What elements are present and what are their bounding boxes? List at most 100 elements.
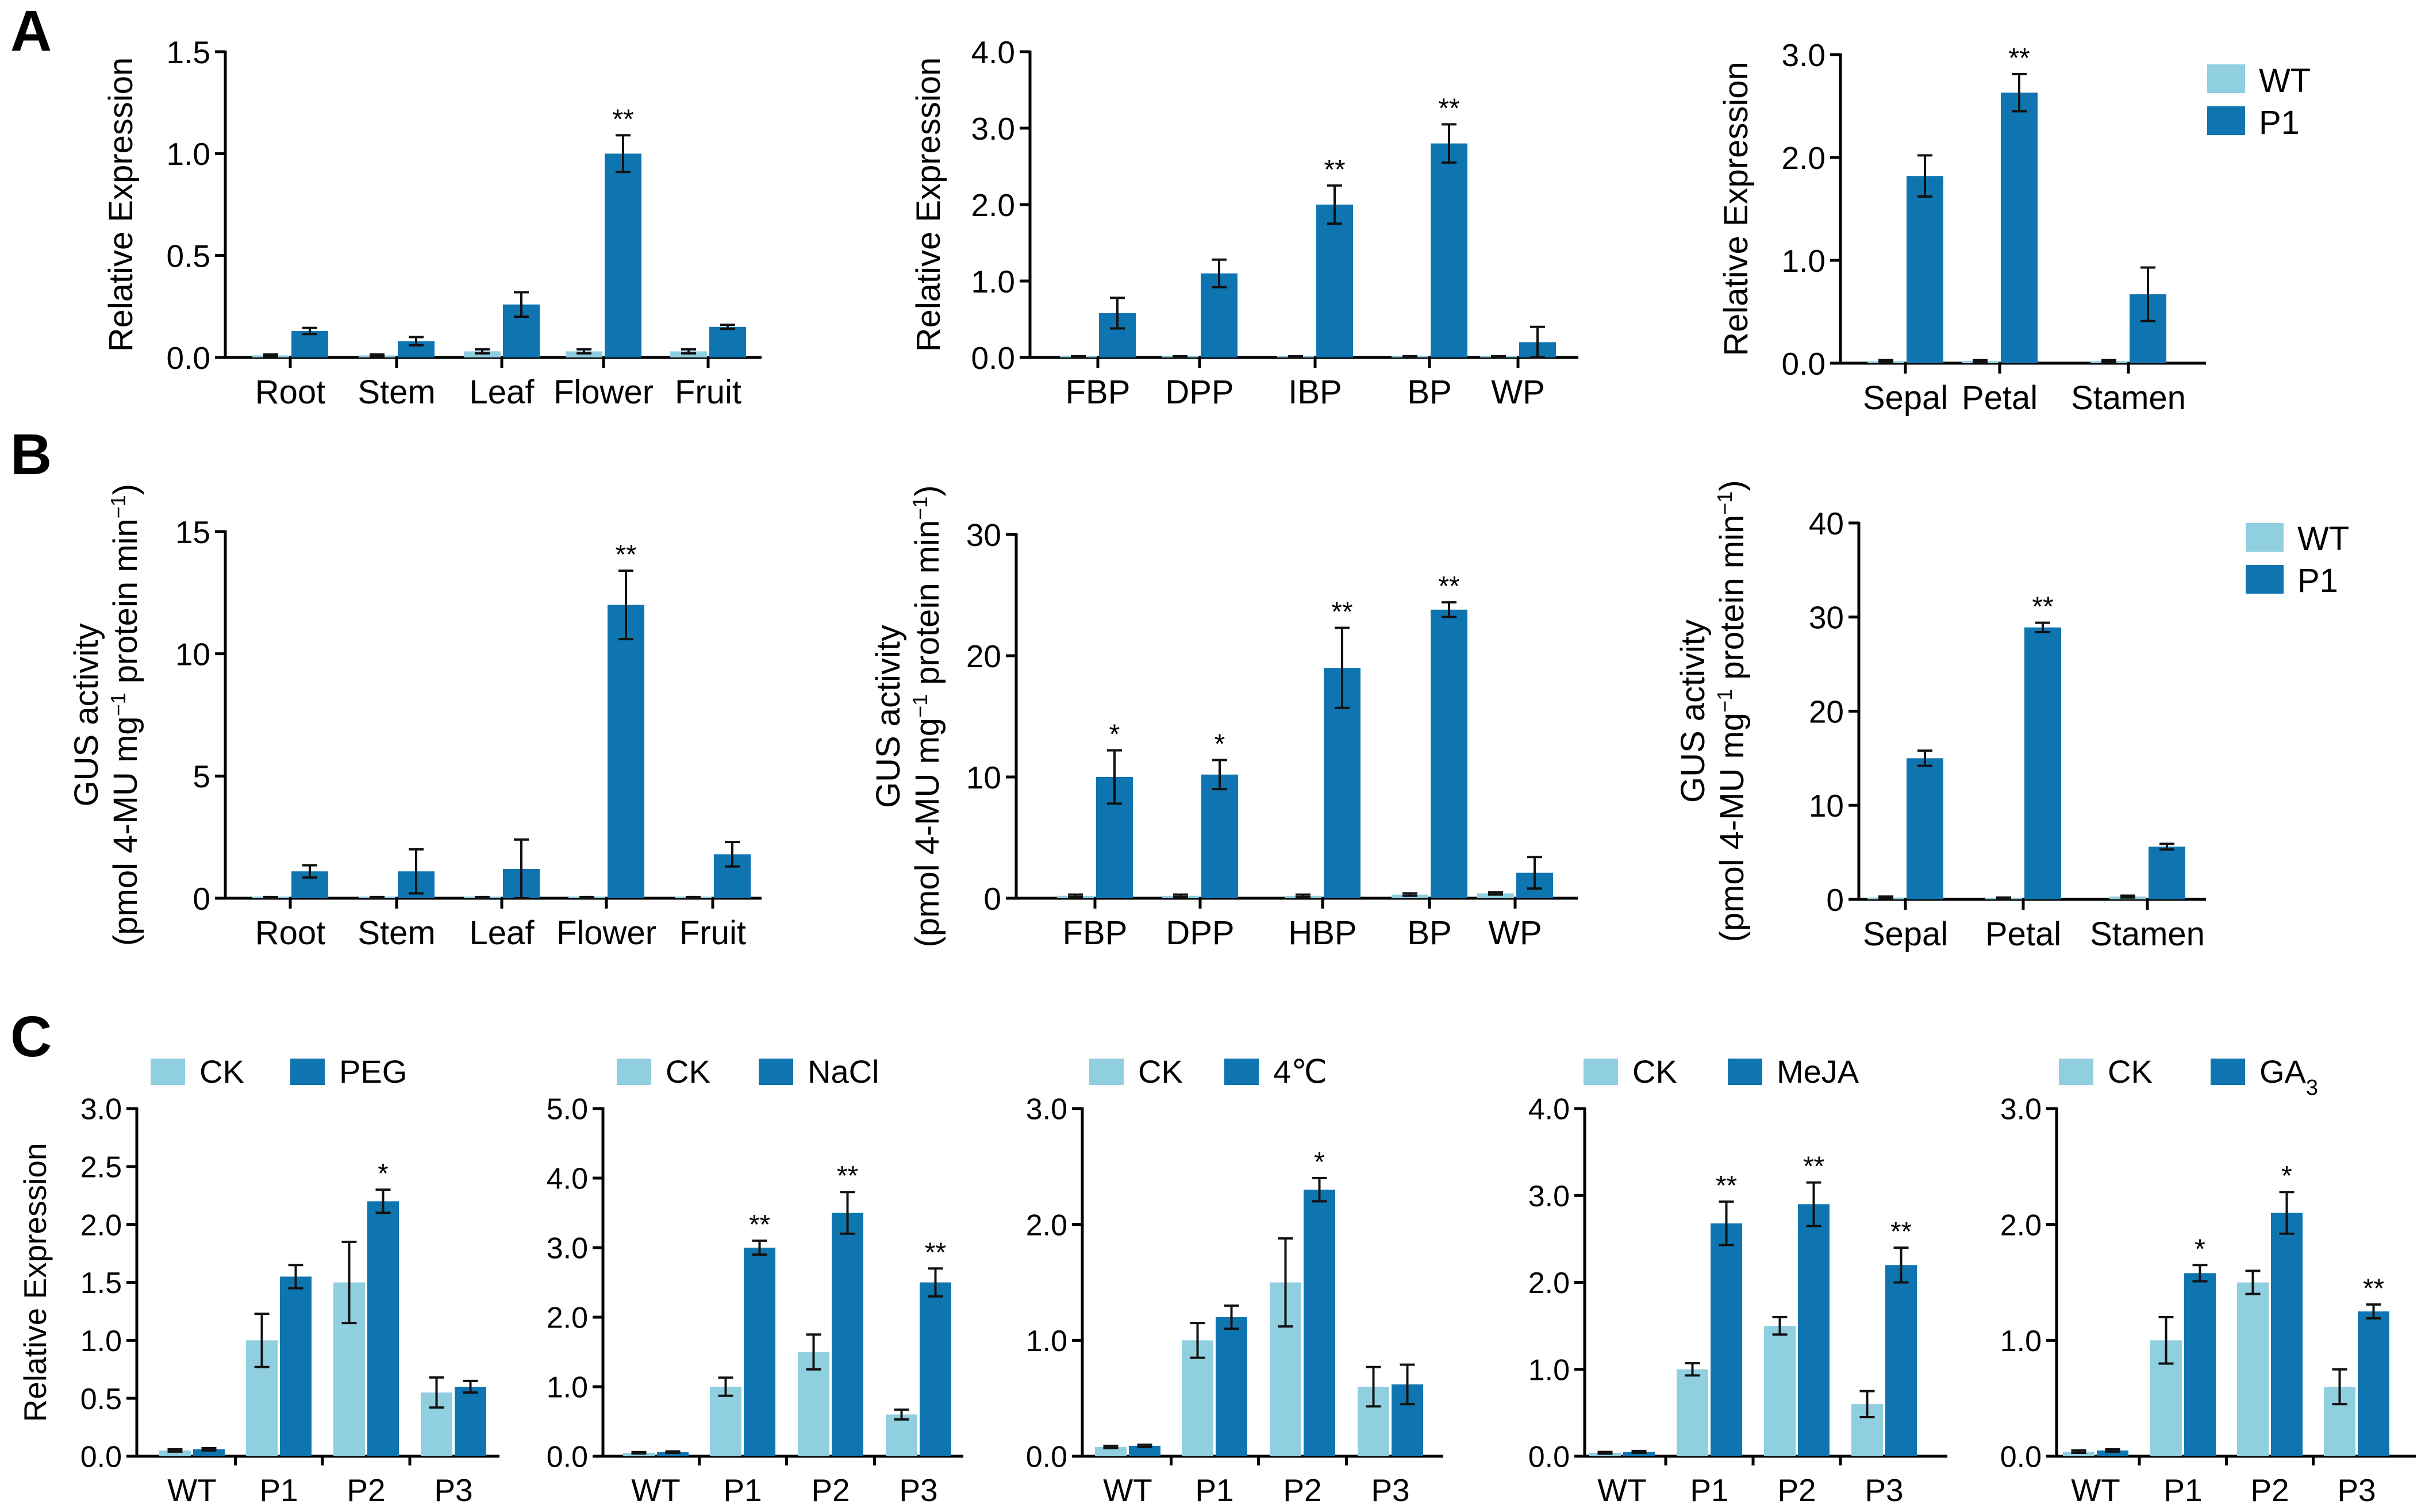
bar-ga3 <box>2184 1273 2216 1456</box>
y-tick-label: 0.0 <box>2000 1441 2042 1474</box>
bar-wt <box>1477 893 1514 898</box>
bar-ck <box>159 1450 191 1456</box>
y-axis-label-part: protein min <box>1713 515 1751 689</box>
bar-p1 <box>2149 847 2185 899</box>
legend-treatment-swatch <box>759 1059 793 1085</box>
significance-mark: ** <box>612 104 633 134</box>
bar-ck <box>886 1414 917 1456</box>
y-tick-label: 2.0 <box>1782 140 1826 176</box>
y-axis-label-part: −1 <box>908 694 932 718</box>
y-tick-label: 4.0 <box>971 34 1015 70</box>
x-tick-label: Sepal <box>1863 379 1948 417</box>
y-axis-label-part: protein min <box>909 520 946 694</box>
significance-mark: ** <box>1438 571 1459 602</box>
bar-ck <box>1095 1446 1127 1456</box>
chart-b3: 0 10 20 30 40 Sepal Petal Stamen ** GUS activity(… <box>1674 480 2206 953</box>
bar-p1 <box>1907 176 1943 363</box>
bar-ga3 <box>2358 1311 2389 1456</box>
y-axis-label-part: (pmol 4-MU mg <box>107 716 144 946</box>
y-axis-label-units: (pmol 4-MU mg−1 protein min−1) <box>908 485 947 947</box>
legend-b-wt-swatch <box>2246 523 2284 552</box>
y-tick-label: 1.0 <box>1026 1325 1067 1358</box>
chart-c3: 0.0 1.0 2.0 3.0 WT P1 P2 P3 * CK 4℃ <box>1026 1053 1443 1508</box>
y-tick-label: 30 <box>966 517 1001 553</box>
bar-ga3 <box>2097 1450 2128 1456</box>
x-tick-label: IBP <box>1288 374 1342 411</box>
legend-treatment-swatch <box>290 1059 325 1085</box>
legend-ck-swatch <box>617 1059 651 1085</box>
chart-c4: 0.0 1.0 2.0 3.0 4.0 WT P1 P2 P3 ** ** ** CK MeJA <box>1528 1053 1947 1508</box>
x-tick-label: Petal <box>1962 379 2038 417</box>
significance-mark: ** <box>1716 1171 1737 1201</box>
y-axis-label-part: protein min <box>107 518 144 692</box>
bar-peg <box>367 1201 399 1456</box>
x-tick-label: WT <box>1103 1472 1152 1508</box>
significance-mark: ** <box>615 540 636 570</box>
y-axis-label-part: −1 <box>1713 491 1736 515</box>
x-tick-label: Leaf <box>470 374 535 411</box>
significance-mark: ** <box>1438 93 1459 124</box>
y-axis-label: Relative Expression <box>17 1142 53 1422</box>
bar-meja <box>1885 1265 1917 1456</box>
y-tick-label: 1.0 <box>971 264 1015 299</box>
bar-peg <box>193 1449 225 1456</box>
x-tick-label: Stamen <box>2071 379 2186 417</box>
chart-a1: 0.0 0.5 1.0 1.5 Root Stem Leaf Flower Fruit ** Rel… <box>102 34 762 411</box>
y-axis-label-part: (pmol 4-MU mg <box>909 718 946 948</box>
y-tick-label: 0.0 <box>1528 1441 1570 1474</box>
bar-p1 <box>1907 758 1943 899</box>
x-tick-label: Stem <box>358 914 435 952</box>
x-tick-label: WP <box>1491 374 1544 411</box>
x-tick-label: Root <box>255 374 326 411</box>
y-tick-label: 0 <box>983 881 1001 917</box>
y-tick-label: 3.0 <box>80 1093 122 1126</box>
y-tick-label: 0.0 <box>167 340 210 376</box>
y-tick-label: 1.0 <box>1782 243 1826 279</box>
y-tick-label: 2.0 <box>80 1209 122 1242</box>
bar-meja <box>1798 1204 1830 1456</box>
y-tick-label: 10 <box>966 760 1001 795</box>
x-tick-label: P2 <box>1283 1472 1321 1508</box>
y-tick-label: 0.5 <box>80 1383 122 1416</box>
bar-nacl <box>657 1452 689 1456</box>
y-tick-label: 0 <box>1826 882 1844 918</box>
y-axis-label-part: −1 <box>106 692 130 716</box>
x-tick-label: Fruit <box>675 374 741 411</box>
bar-p1 <box>1316 205 1353 357</box>
bar-4℃ <box>1304 1190 1335 1456</box>
bar-ck <box>1677 1369 1708 1456</box>
legend-treatment-label: PEG <box>339 1053 407 1090</box>
y-tick-label: 0.0 <box>971 340 1015 376</box>
x-tick-label: BP <box>1407 374 1451 411</box>
y-tick-label: 3.0 <box>1026 1093 1067 1126</box>
legend-treatment-swatch <box>1728 1059 1762 1085</box>
chart-c2: 0.0 1.0 2.0 3.0 4.0 5.0 WT P1 P2 P3 ** ** ** CK NaCl <box>547 1053 963 1508</box>
y-tick-label: 15 <box>175 514 210 550</box>
chart-a2: 0.0 1.0 2.0 3.0 4.0 FBP DPP IBP BP WP ** ** Relative… <box>910 34 1578 411</box>
legend-b-p1-swatch <box>2246 565 2284 594</box>
y-tick-label: 4.0 <box>547 1163 588 1196</box>
legend-a-wt-label: WT <box>2259 62 2311 99</box>
bar-meja <box>1711 1223 1742 1456</box>
bar-ck <box>2237 1282 2269 1456</box>
y-axis-label-part: −1 <box>1713 689 1736 713</box>
x-tick-label: P1 <box>1195 1472 1233 1508</box>
x-tick-label: P3 <box>2337 1472 2376 1508</box>
x-tick-label: Stem <box>358 374 435 411</box>
bar-peg <box>455 1387 486 1456</box>
y-tick-label: 30 <box>1809 600 1844 636</box>
chart-a3: 0.0 1.0 2.0 3.0 Sepal Petal Stamen ** Relative E… <box>1717 37 2206 417</box>
significance-mark: ** <box>837 1161 858 1191</box>
y-tick-label: 1.0 <box>1528 1353 1570 1387</box>
x-tick-label: FBP <box>1066 374 1131 411</box>
legend-a: WT P1 <box>2207 62 2311 141</box>
y-axis-label: Relative Expression <box>102 57 140 352</box>
legend-subscript: 3 <box>2306 1076 2318 1100</box>
x-tick-label: Sepal <box>1863 915 1948 953</box>
x-tick-label: P1 <box>723 1472 762 1508</box>
legend-ck-swatch <box>1089 1059 1124 1085</box>
bar-nacl <box>744 1248 775 1456</box>
legend-ck-label: CK <box>1138 1053 1183 1090</box>
bar-p1 <box>1201 774 1238 898</box>
y-tick-label: 0.0 <box>80 1441 122 1474</box>
